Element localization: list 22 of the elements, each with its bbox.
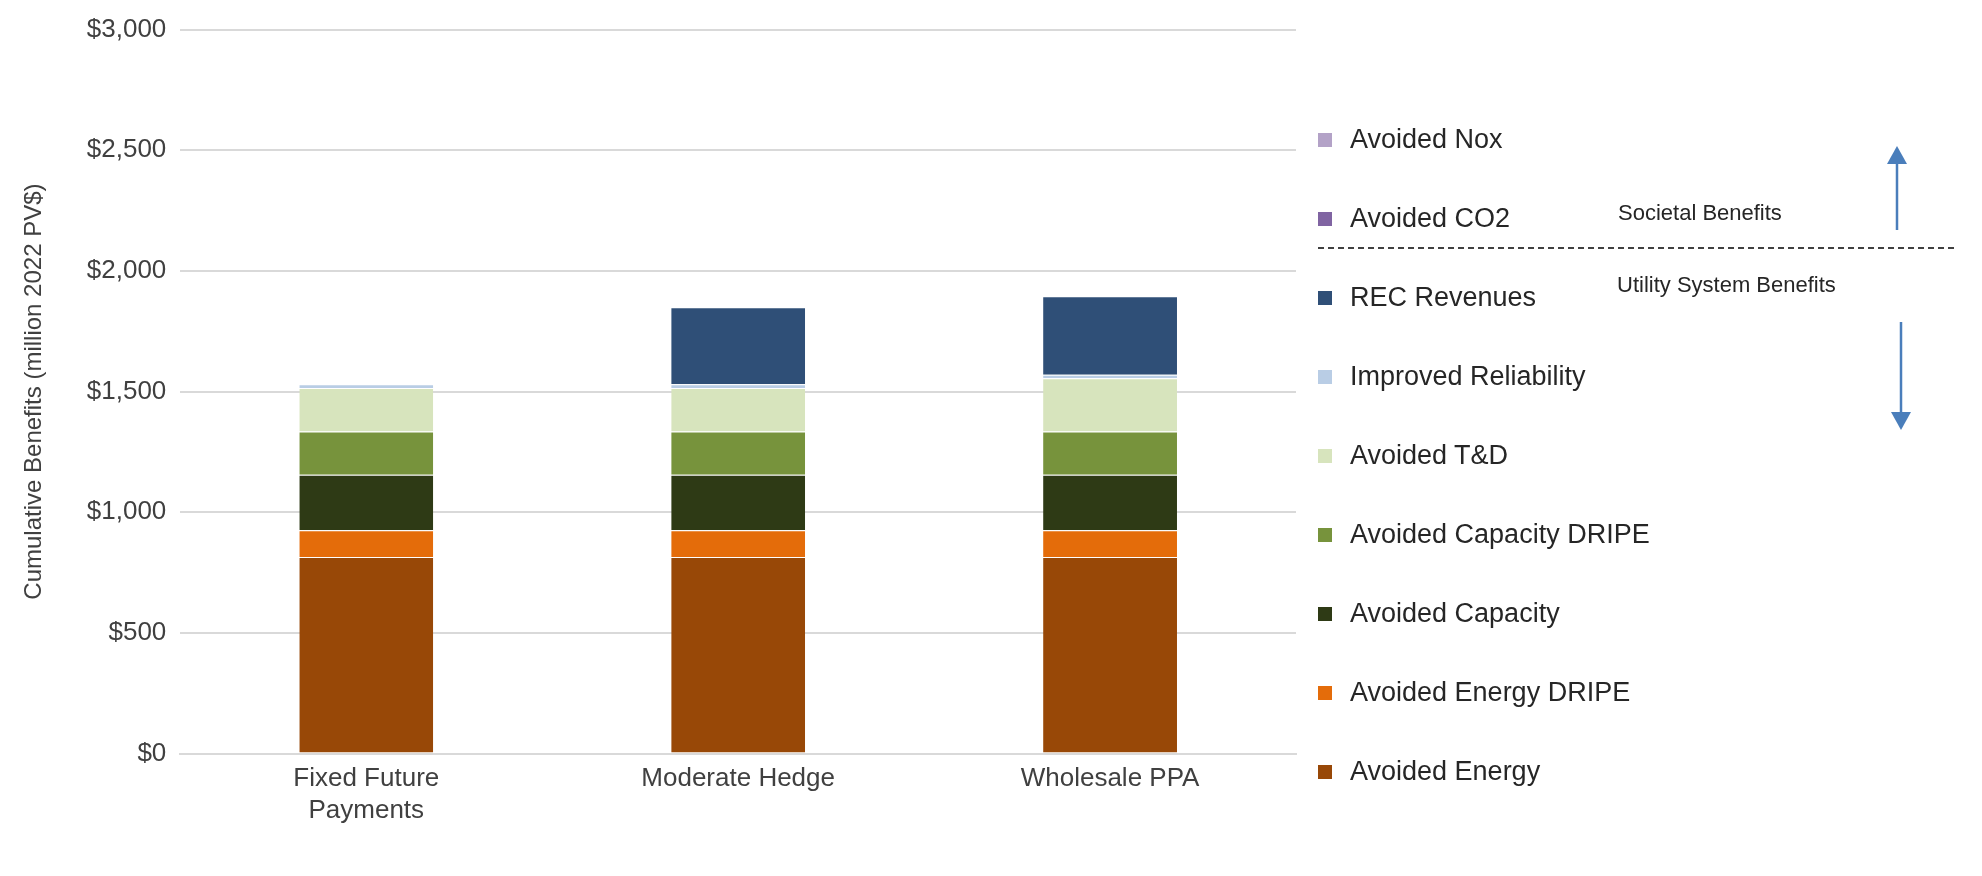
legend-label: Avoided Capacity DRIPE <box>1350 519 1650 550</box>
legend-label: Avoided Capacity <box>1350 598 1560 629</box>
y-tick-label: $2,500 <box>86 133 167 164</box>
y-axis-title: Cumulative Benefits (million 2022 PV$) <box>19 183 47 600</box>
y-tick-label: $1,500 <box>86 374 167 405</box>
legend-label: Avoided Energy <box>1350 756 1541 787</box>
text: Societal Benefits <box>1618 200 1782 226</box>
legend-label: Improved Reliability <box>1350 361 1586 392</box>
x-tick-label: Fixed Future Payments <box>293 762 440 824</box>
y-tick-label: $3,000 <box>86 12 167 43</box>
legend-label: Avoided T&D <box>1350 440 1509 471</box>
x-tick-label: Moderate Hedge <box>641 762 836 793</box>
legend-label: Avoided Energy DRIPE <box>1350 677 1631 708</box>
x-tick-label: Wholesale PPA <box>1020 762 1201 793</box>
y-tick-label: $1,000 <box>86 495 167 526</box>
legend-label: Avoided CO2 <box>1350 203 1511 234</box>
y-tick-label: $0 <box>137 736 167 767</box>
legend-label: REC Revenues <box>1350 282 1537 313</box>
legend-label: Avoided Nox <box>1350 124 1503 155</box>
y-tick-label: $2,000 <box>86 254 167 285</box>
text: Utility System Benefits <box>1617 272 1836 298</box>
y-tick-label: $500 <box>108 616 167 647</box>
